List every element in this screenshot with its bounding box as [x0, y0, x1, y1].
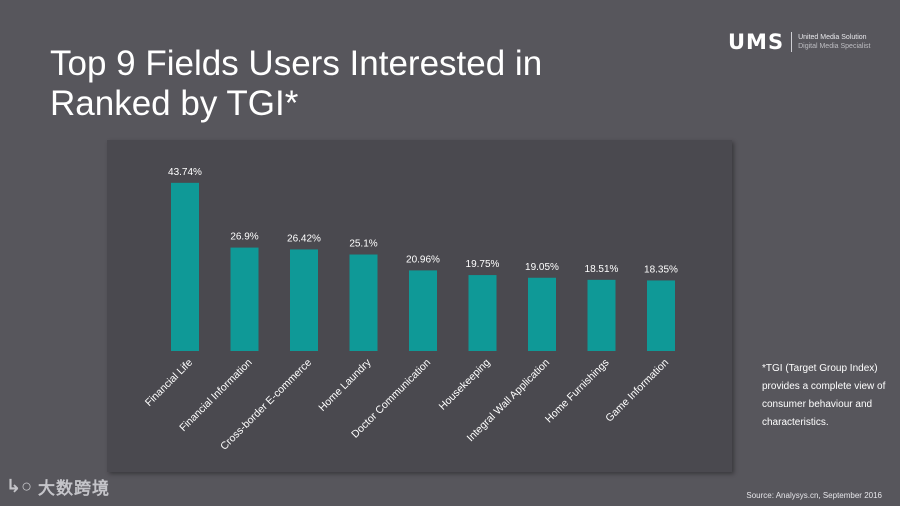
data-label-1: 43.74%	[168, 167, 202, 178]
category-label-9: Game Information	[603, 357, 671, 425]
data-label-4: 25.1%	[349, 239, 377, 250]
logo-line-1: United Media Solution	[798, 34, 867, 41]
data-label-2: 26.9%	[230, 232, 258, 243]
category-label-8: Home Furnishings	[543, 357, 612, 426]
data-label-8: 18.51%	[585, 264, 619, 275]
watermark-text: 大数跨境	[37, 479, 110, 498]
data-label-5: 20.96%	[406, 254, 440, 265]
bar-8	[587, 279, 616, 351]
bar-5	[409, 270, 437, 351]
category-label-1: Financial Life	[143, 357, 195, 409]
bar-1	[171, 182, 199, 351]
data-label-7: 19.05%	[525, 262, 559, 273]
logo-line-2: Digital Media Specialist	[798, 43, 871, 50]
chart-panel: 43.74% Financial Life 26.9% Financial Infor…	[107, 140, 732, 472]
watermark: ↳○ 大数跨境	[6, 474, 110, 499]
bar-4	[349, 254, 378, 351]
logo-divider	[791, 32, 793, 52]
bar-7	[528, 277, 556, 351]
data-label-3: 26.42%	[287, 233, 321, 244]
data-label-6: 19.75%	[466, 259, 500, 270]
title-line-1: Top 9 Fields Users Interested in	[50, 44, 543, 83]
logo-text: United Media Solution Digital Media Spec…	[798, 33, 870, 51]
bar-2	[230, 247, 259, 351]
tgi-footnote: *TGI (Target Group Index) provides a com…	[762, 363, 886, 428]
title-line-2: Ranked by TGI*	[50, 84, 299, 123]
bar-9	[647, 280, 675, 351]
logo-mark: UMS	[728, 30, 785, 54]
watermark-logo-icon: ↳○	[6, 476, 32, 496]
category-label-6: Housekeeping	[437, 357, 493, 413]
data-label-9: 18.35%	[644, 264, 678, 275]
ums-logo: UMS United Media Solution Digital Media …	[728, 29, 870, 55]
page-title: Top 9 Fields Users Interested in Ranked …	[50, 44, 542, 124]
category-label-4: Home Laundry	[316, 356, 374, 414]
bar-3	[290, 249, 318, 351]
source-note: Source: Analysys.cn, September 2016	[746, 491, 882, 500]
bar-6	[468, 275, 497, 351]
